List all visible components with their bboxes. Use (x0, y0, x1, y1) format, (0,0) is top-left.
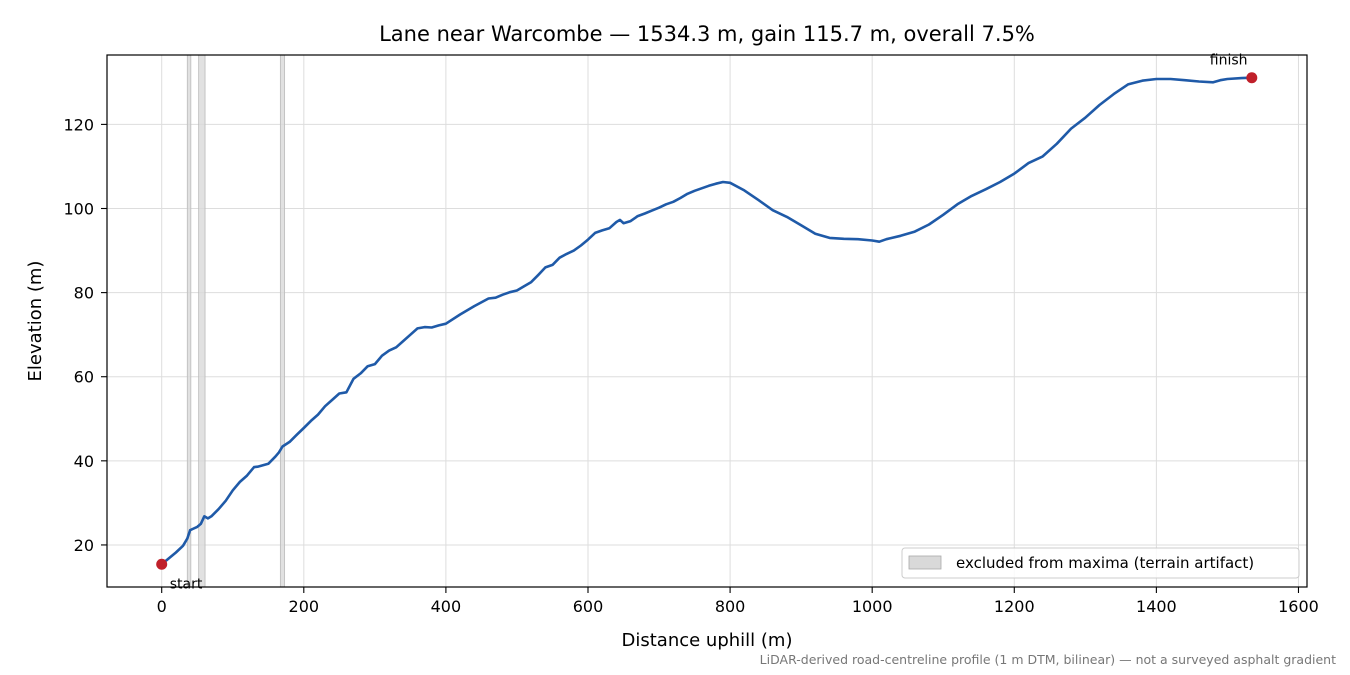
x-axis-ticks: 0 200 400 600 800 1000 1200 1400 1600 (157, 587, 1319, 616)
excluded-region-2 (279, 54, 286, 588)
excluded-region-1 (198, 54, 206, 588)
x-tick-label-3: 600 (573, 597, 604, 616)
y-tick-label-2: 60 (74, 368, 94, 387)
excluded-regions (186, 54, 286, 588)
x-tick-label-4: 800 (715, 597, 746, 616)
x-tick-label-2: 400 (431, 597, 462, 616)
y-tick-label-1: 40 (74, 452, 94, 471)
legend-excluded-label: excluded from maxima (terrain artifact) (956, 554, 1254, 572)
y-tick-label-4: 100 (63, 200, 94, 219)
legend-excluded-swatch (908, 555, 942, 570)
endpoint-markers: start finish (156, 53, 1258, 592)
y-axis-label: Elevation (m) (25, 261, 46, 382)
grid (107, 55, 1307, 587)
elevation-line (160, 76, 1254, 566)
finish-annotation: finish (1210, 53, 1248, 69)
plot-frame (106, 54, 1308, 588)
x-tick-label-6: 1200 (994, 597, 1035, 616)
legend-box (901, 547, 1300, 579)
footnote: LiDAR-derived road-centreline profile (1… (760, 652, 1336, 667)
excluded-region-0 (186, 54, 192, 588)
y-tick-label-0: 20 (74, 536, 94, 555)
start-marker (156, 558, 168, 570)
y-tick-label-5: 120 (63, 115, 94, 134)
start-annotation: start (170, 576, 203, 592)
x-tick-label-1: 200 (289, 597, 320, 616)
x-axis-label: Distance uphill (m) (622, 630, 793, 651)
chart-title: Lane near Warcombe — 1534.3 m, gain 115.… (379, 22, 1035, 46)
y-tick-label-3: 80 (74, 284, 94, 303)
finish-marker (1246, 72, 1258, 84)
x-tick-label-0: 0 (157, 597, 167, 616)
x-tick-label-7: 1400 (1136, 597, 1177, 616)
legend: excluded from maxima (terrain artifact) (901, 547, 1300, 579)
x-tick-label-8: 1600 (1278, 597, 1319, 616)
y-axis-ticks: 20 40 60 80 100 120 (63, 115, 107, 555)
x-tick-label-5: 1000 (852, 597, 893, 616)
